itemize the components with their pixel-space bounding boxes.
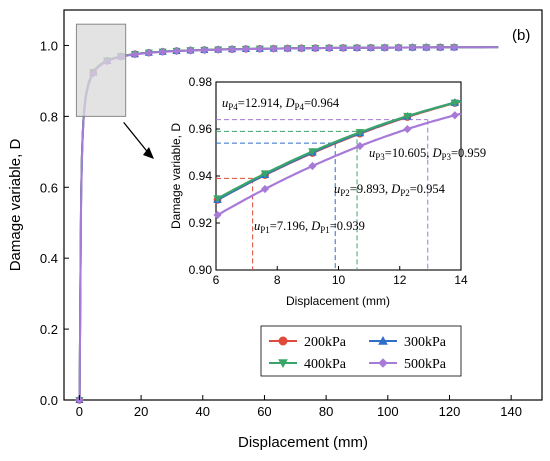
inset-x-tick-label: 14 <box>454 273 468 287</box>
x-tick-label: 100 <box>377 404 399 419</box>
point <box>308 161 317 171</box>
point <box>242 45 250 54</box>
point <box>297 44 306 53</box>
point <box>158 47 167 56</box>
point <box>311 44 320 53</box>
point <box>378 358 388 368</box>
annotation-P3: uP3=10.605, DP3=0.959 <box>369 146 486 162</box>
point <box>131 50 139 59</box>
inset-y-tick-label: 0.98 <box>189 75 213 89</box>
point <box>450 111 459 120</box>
x-tick-label: 40 <box>196 404 210 419</box>
point <box>213 210 222 220</box>
inset-x-tick-label: 6 <box>213 273 220 287</box>
main-y-axis-label: Damage variable, D <box>7 139 24 272</box>
y-tick-label: 0.8 <box>40 109 58 124</box>
point <box>436 43 445 52</box>
zoom-arrow <box>123 121 151 156</box>
x-tick-label: 140 <box>500 404 522 419</box>
legend-label-200kPa: 200kPa <box>304 335 347 350</box>
point <box>355 141 365 151</box>
main-x-axis-label: Displacement (mm) <box>238 434 368 451</box>
point <box>260 184 270 194</box>
y-tick-label: 0.2 <box>40 322 58 337</box>
series-markers-500kPa <box>75 43 459 404</box>
point <box>366 43 375 52</box>
point <box>172 47 181 56</box>
point <box>255 44 264 53</box>
point <box>269 44 278 53</box>
inset-x-tick-label: 12 <box>393 273 407 287</box>
legend-label-400kPa: 400kPa <box>304 357 347 372</box>
highlight-region <box>75 23 127 117</box>
point <box>144 49 153 57</box>
point <box>283 44 292 53</box>
x-tick-label: 80 <box>319 404 333 419</box>
legend-box <box>260 325 462 377</box>
point <box>378 335 388 345</box>
x-tick-label: 20 <box>134 404 148 419</box>
y-tick-label: 0.0 <box>40 393 58 408</box>
inset-y-tick-label: 0.94 <box>189 169 213 183</box>
point <box>213 195 222 204</box>
inset-y-tick-label: 0.96 <box>189 122 213 136</box>
inset-series-markers-400kPa <box>213 99 460 204</box>
point <box>214 45 223 54</box>
point <box>278 336 288 346</box>
inset-x-tick-label: 8 <box>274 273 281 287</box>
point <box>422 43 431 52</box>
legend: 200kPa 300kPa 400kPa 500kPa <box>260 325 462 377</box>
point <box>380 43 389 52</box>
main-plot-frame <box>63 9 543 401</box>
point <box>186 46 195 55</box>
point <box>339 44 347 52</box>
point <box>260 170 270 179</box>
point <box>325 44 334 52</box>
point <box>403 112 412 121</box>
inset-series-line-500kPa <box>215 112 462 217</box>
point <box>308 148 317 156</box>
annotation-P1: uP1=7.196, DP1=0.939 <box>254 219 365 235</box>
x-tick-label: 120 <box>439 404 461 419</box>
point <box>450 43 459 52</box>
y-tick-label: 1.0 <box>40 38 58 53</box>
point <box>403 125 412 134</box>
legend-label-500kPa: 500kPa <box>404 357 447 372</box>
panel-label: (b) <box>512 27 530 44</box>
point <box>200 46 209 54</box>
inset-x-axis-label: Displacement (mm) <box>286 294 390 308</box>
zoom-arrow-head <box>143 147 154 159</box>
point <box>278 359 288 369</box>
inset-series-markers-500kPa <box>213 111 459 220</box>
point <box>450 99 460 108</box>
y-tick-label: 0.6 <box>40 180 58 195</box>
inset-series-line-400kPa <box>215 100 462 201</box>
inset-y-tick-label: 0.92 <box>189 216 213 230</box>
inset-y-tick-label: 0.90 <box>189 263 213 277</box>
point <box>408 43 417 52</box>
point <box>355 129 365 137</box>
point <box>394 43 403 52</box>
point <box>353 43 361 52</box>
legend-label-300kPa: 300kPa <box>404 335 447 350</box>
inset-y-axis-label: Damage variable, D <box>169 123 183 229</box>
annotation-P2: uP2=9.893, DP2=0.954 <box>334 182 446 198</box>
inset-x-tick-label: 10 <box>332 273 346 287</box>
annotation-P4: uP4=12.914, DP4=0.964 <box>222 96 340 112</box>
y-tick-label: 0.4 <box>40 251 58 266</box>
x-tick-label: 60 <box>257 404 271 419</box>
point <box>228 45 236 54</box>
x-tick-label: 0 <box>76 404 83 419</box>
